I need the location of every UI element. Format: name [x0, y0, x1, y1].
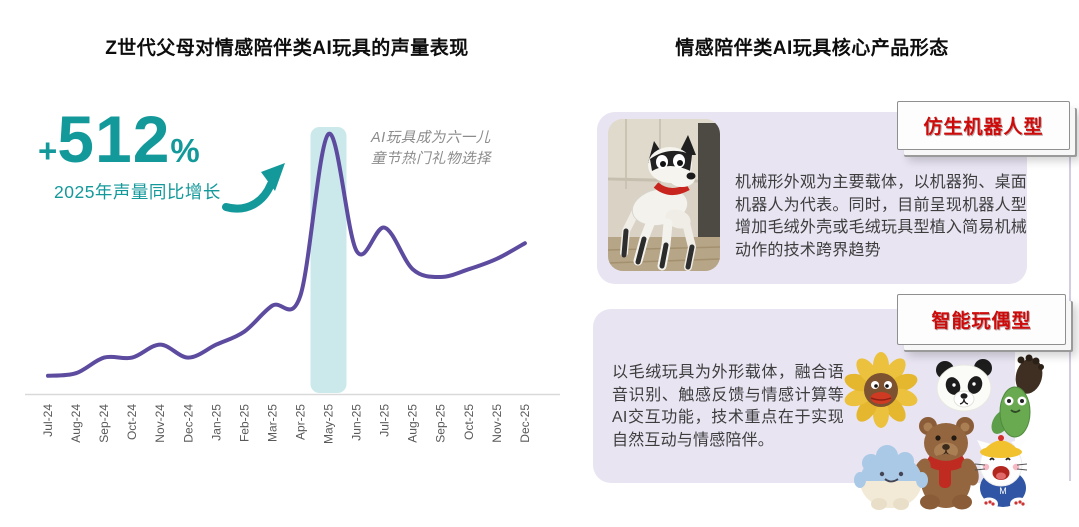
smart-plush-description: 以毛绒玩具为外形载体，融合语音识别、触感反馈与情感计算等AI交互功能，技术重点在…: [612, 364, 844, 449]
x-axis-label: Jul-24: [41, 404, 55, 437]
growth-percent-sign: %: [170, 132, 200, 169]
x-axis-label: Nov-25: [490, 404, 504, 443]
x-axis-label: Apr-25: [293, 404, 307, 440]
connector-line: [1069, 125, 1071, 481]
badge-bionic-robot: 仿生机器人型: [897, 101, 1070, 150]
growth-plus-sign: +: [38, 132, 58, 169]
chart-title: Z世代父母对情感陪伴类AI玩具的声量表现: [105, 38, 469, 59]
x-axis-label: Nov-24: [153, 404, 167, 443]
robot-dog-photo: [608, 119, 720, 271]
x-axis-label: Jan-25: [209, 404, 223, 441]
growth-callout: + 512 % 2025年声量同比增长: [38, 102, 221, 204]
x-axis-label: Mar-25: [265, 404, 279, 442]
x-axis-label: Aug-25: [406, 404, 420, 443]
x-axis-label: Dec-24: [181, 404, 195, 443]
peak-highlight-band: [310, 127, 347, 393]
growth-arrow-icon: [222, 180, 275, 213]
plush-toys-photo: M: [844, 352, 1044, 510]
volume-line-series: [46, 131, 527, 378]
x-axis-label: Dec-25: [518, 404, 532, 443]
x-axis-label: Aug-24: [69, 404, 83, 443]
peak-annotation: AI玩具成为六一儿 童节热门礼物选择: [371, 128, 491, 170]
x-axis-label: Sep-25: [434, 404, 448, 443]
badge-bionic-robot-label: 仿生机器人型: [923, 117, 1044, 138]
x-axis-label: Oct-25: [462, 404, 476, 440]
peak-annotation-line1: AI玩具成为六一儿: [371, 130, 491, 146]
svg-text:M: M: [999, 486, 1007, 496]
x-axis-label: Feb-25: [237, 404, 251, 442]
x-axis-label: Sep-24: [97, 404, 111, 443]
growth-arrow-head-icon: [261, 163, 285, 191]
x-axis-label: Jun-25: [350, 404, 364, 441]
growth-caption: 2025年声量同比增长: [54, 182, 221, 203]
x-axis-label: Jul-25: [378, 404, 392, 437]
badge-smart-plush: 智能玩偶型: [897, 294, 1066, 345]
growth-number: 512: [57, 102, 171, 176]
x-axis-label: May-25: [322, 404, 336, 444]
volume-line-chart: Jul-24 Aug-24 Sep-24 Oct-24 Nov-24 Dec-24 Jan-…: [25, 127, 560, 444]
bionic-robot-description: 机械形外观为主要载体，以机器狗、桌面机器人为代表。同时，目前呈现机器人型增加毛绒…: [735, 174, 1027, 259]
peak-annotation-line2: 童节热门礼物选择: [371, 151, 491, 167]
right-panel-title: 情感陪伴类AI玩具核心产品形态: [675, 38, 949, 59]
x-axis-label: Oct-24: [125, 404, 139, 440]
growth-value: + 512 %: [38, 102, 221, 176]
badge-smart-plush-label: 智能玩偶型: [931, 311, 1032, 332]
